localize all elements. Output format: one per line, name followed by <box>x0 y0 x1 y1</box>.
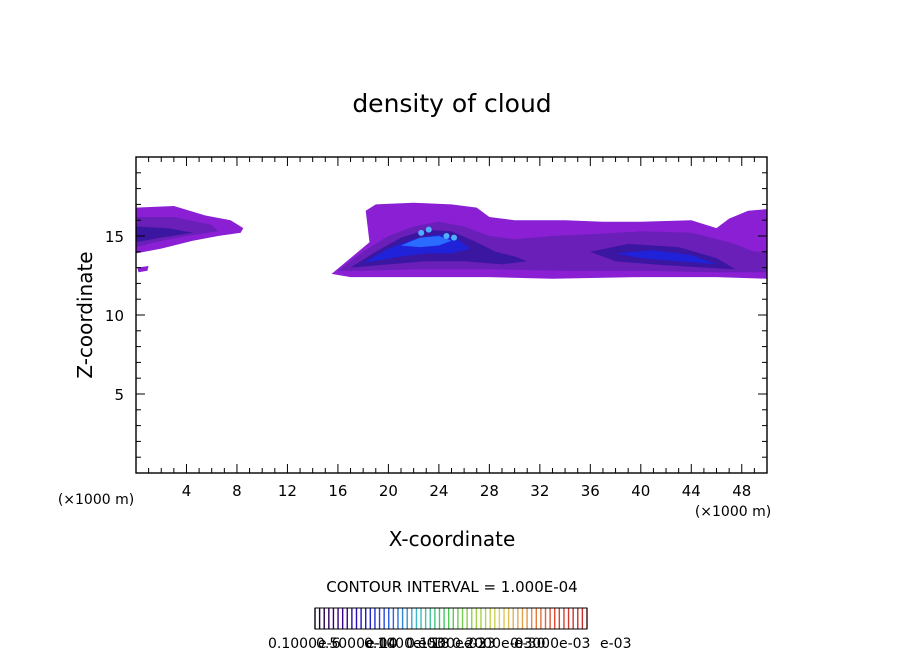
x-tick-label: 8 <box>232 482 242 500</box>
colorbar-label: e-6 <box>318 636 341 652</box>
cloud-band <box>615 250 717 265</box>
cloud-peak <box>443 233 450 239</box>
x-tick-label: 16 <box>328 482 347 500</box>
y-tick-label: 15 <box>105 228 124 246</box>
colorbar-label: 0.2000e-03 <box>452 636 532 652</box>
y-tick-label: 5 <box>114 386 124 404</box>
colorbar-label: e-30 <box>514 636 545 652</box>
x-tick-label: 4 <box>182 482 192 500</box>
cloud-peak <box>451 234 458 241</box>
x-tick-label: 36 <box>581 482 600 500</box>
cloud-peak <box>425 226 432 233</box>
x-axis-ticks: 4 8 12 16 20 24 28 32 36 40 44 48 <box>148 157 755 500</box>
x-tick-label: 48 <box>732 482 751 500</box>
colorbar-label: e-23 <box>464 636 495 652</box>
colorbar-label: 0.1000 <box>268 636 317 652</box>
colorbar-label: e-18 <box>418 636 449 652</box>
colorbar-label: 0.5000e-04 <box>316 636 397 652</box>
x-tick-label: 32 <box>530 482 549 500</box>
colorbar-frame <box>314 607 588 630</box>
contour-interval-label: CONTOUR INTERVAL = 1.000E-04 <box>326 578 577 596</box>
colorbar <box>314 607 588 630</box>
cloud-band <box>401 236 452 248</box>
x-tick-label: 24 <box>429 482 448 500</box>
colorbar-label: 0.1000e-03 <box>364 636 444 652</box>
colorbar-label: e-03 <box>600 636 631 652</box>
colorbar-label: e-10 <box>366 636 397 652</box>
cloud-band <box>136 226 193 243</box>
y-tick-label: 10 <box>105 307 124 325</box>
cloud-peak <box>418 229 425 236</box>
colorbar-label: 0.1500e-03 <box>406 636 486 652</box>
cloud-density-field <box>136 202 767 279</box>
x-tick-label: 40 <box>631 482 650 500</box>
x-unit-label-right: (×1000 m) <box>695 504 771 520</box>
x-tick-label: 28 <box>480 482 499 500</box>
x-tick-label: 12 <box>278 482 297 500</box>
y-axis-ticks: 5 10 15 <box>105 172 767 458</box>
x-tick-label: 20 <box>379 482 398 500</box>
colorbar-label: 0.3000e-03 <box>510 636 590 652</box>
chart-title: density of cloud <box>352 89 551 118</box>
x-tick-label: 44 <box>682 482 701 500</box>
cloud-band <box>137 266 149 273</box>
y-axis-label: Z-coordinate <box>73 251 97 378</box>
colorbar-labels: 0.1000 e-60.5000e-04e-100.1000e-03e-180.1… <box>268 636 631 652</box>
x-unit-label-left: (×1000 m) <box>58 492 134 508</box>
x-axis-label: X-coordinate <box>389 527 516 551</box>
